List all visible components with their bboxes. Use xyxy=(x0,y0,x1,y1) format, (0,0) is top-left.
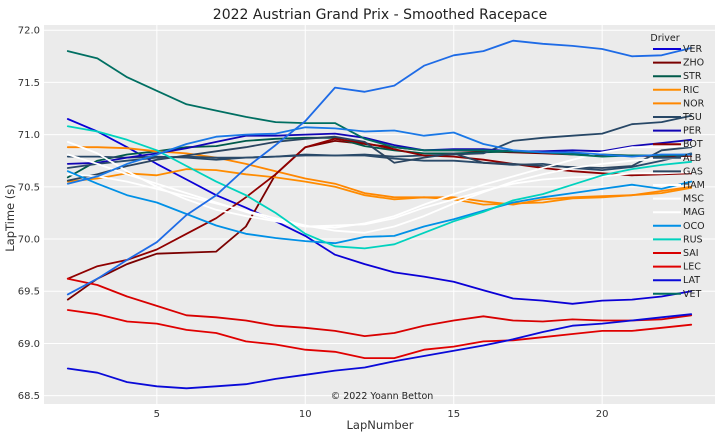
legend-label-gas: GAS xyxy=(683,166,703,177)
plot-area xyxy=(44,25,715,404)
legend-label-msc: MSC xyxy=(683,194,704,205)
y-tick-label: 71.0 xyxy=(18,130,40,141)
y-tick-label: 70.5 xyxy=(18,182,40,193)
series-line-per xyxy=(66,132,693,165)
copyright-annotation: © 2022 Yoann Betton xyxy=(331,391,434,402)
legend-label-ver: VER xyxy=(683,44,703,55)
legend-label-ric: RIC xyxy=(683,85,699,96)
axis-ticks: 5 10 15 20 68.5 69.0 69.5 70.0 70.5 71.0 71.5 72.0 xyxy=(18,26,609,420)
series-layer xyxy=(66,39,693,390)
legend-label-zho: ZHO xyxy=(683,58,704,69)
y-tick-label: 69.5 xyxy=(18,287,40,298)
series-line-bot xyxy=(66,137,693,280)
x-axis-label: LapNumber xyxy=(347,418,414,432)
legend-label-oco: OCO xyxy=(683,221,705,232)
chart-title: 2022 Austrian Grand Prix - Smoothed Race… xyxy=(213,7,547,23)
legend-label-alb: ALB xyxy=(683,153,701,164)
y-tick-label: 70.0 xyxy=(18,235,40,246)
y-tick-label: 68.5 xyxy=(18,391,40,402)
y-axis-label: LapTime (s) xyxy=(3,184,17,252)
legend-label-lec: LEC xyxy=(683,262,701,273)
series-line-rus xyxy=(66,125,693,250)
legend-label-per: PER xyxy=(683,126,702,137)
legend-label-ham: HAM xyxy=(683,180,705,191)
legend-label-lat: LAT xyxy=(683,275,700,286)
legend-title: Driver xyxy=(650,33,679,44)
series-line-ric xyxy=(66,168,693,206)
legend-label-str: STR xyxy=(683,71,702,82)
legend-label-mag: MAG xyxy=(683,207,705,218)
series-line-lat xyxy=(66,313,693,390)
x-tick-label: 20 xyxy=(596,409,609,420)
legend-label-tsu: TSU xyxy=(682,112,702,123)
series-line-nor xyxy=(66,146,693,206)
legend-label-vet: VET xyxy=(683,289,702,300)
series-line-sai xyxy=(66,277,693,338)
y-tick-label: 69.0 xyxy=(18,339,40,350)
legend-label-bot: BOT xyxy=(683,139,703,150)
legend: Driver VER ZHO STR RIC NOR TSU PER BOT ALB GAS HAM… xyxy=(650,33,705,300)
series-line-unnamed xyxy=(66,126,693,185)
x-tick-label: 15 xyxy=(447,409,460,420)
legend-label-rus: RUS xyxy=(683,234,703,245)
series-line-lec xyxy=(66,309,693,360)
series-line-vet xyxy=(66,50,693,158)
y-tick-label: 71.5 xyxy=(18,78,40,89)
series-line-oco xyxy=(66,170,693,245)
x-tick-label: 10 xyxy=(299,409,312,420)
series-line-mag xyxy=(66,156,693,234)
series-line-unnamed xyxy=(66,39,693,296)
legend-label-sai: SAI xyxy=(683,248,699,259)
x-tick-label: 5 xyxy=(154,409,160,420)
legend-label-nor: NOR xyxy=(683,98,705,109)
y-tick-label: 72.0 xyxy=(18,26,40,37)
